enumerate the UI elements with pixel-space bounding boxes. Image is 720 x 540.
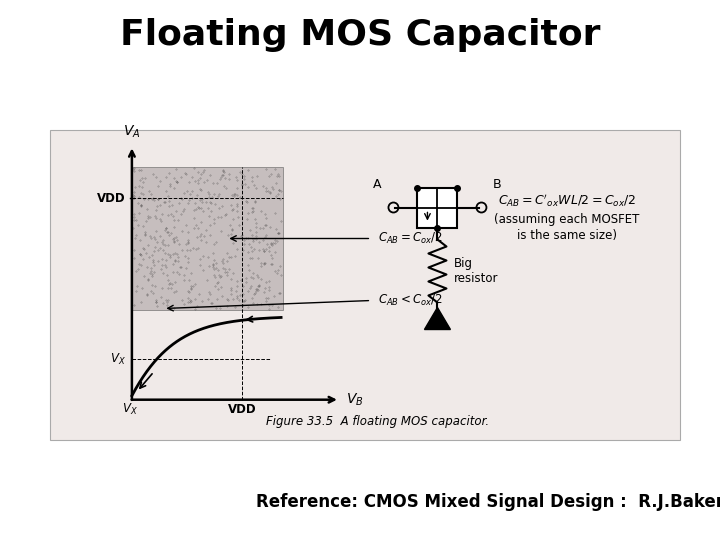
Text: Reference: CMOS Mixed Signal Design :  R.J.Baker: Reference: CMOS Mixed Signal Design : R.… — [256, 493, 720, 511]
Text: $C_{AB} < C_{ox}/2$: $C_{AB} < C_{ox}/2$ — [377, 293, 442, 308]
Text: Floating MOS Capacitor: Floating MOS Capacitor — [120, 18, 600, 52]
Text: resistor: resistor — [454, 273, 498, 286]
Bar — [418, 187, 457, 227]
Bar — [132, 167, 283, 310]
Polygon shape — [425, 307, 451, 329]
Text: $V_X$: $V_X$ — [110, 352, 126, 367]
Text: VDD: VDD — [228, 403, 256, 416]
Text: $V_A$: $V_A$ — [123, 124, 140, 140]
Text: $V_B$: $V_B$ — [346, 392, 364, 408]
Text: Figure 33.5  A floating MOS capacitor.: Figure 33.5 A floating MOS capacitor. — [266, 415, 489, 428]
Text: B: B — [493, 178, 502, 191]
Text: (assuming each MOSFET: (assuming each MOSFET — [494, 213, 639, 226]
Text: is the same size): is the same size) — [517, 230, 616, 242]
Text: $V_X$: $V_X$ — [122, 402, 138, 417]
Bar — [50, 130, 680, 440]
Text: $C_{AB} = C_{ox}/2$: $C_{AB} = C_{ox}/2$ — [377, 231, 442, 246]
Text: $C_{AB} = C'_{ox}WL/2 = C_{ox}/2$: $C_{AB} = C'_{ox}WL/2 = C_{ox}/2$ — [498, 193, 636, 210]
Text: VDD: VDD — [97, 192, 126, 205]
Text: A: A — [373, 178, 382, 191]
Text: Big: Big — [454, 256, 472, 269]
